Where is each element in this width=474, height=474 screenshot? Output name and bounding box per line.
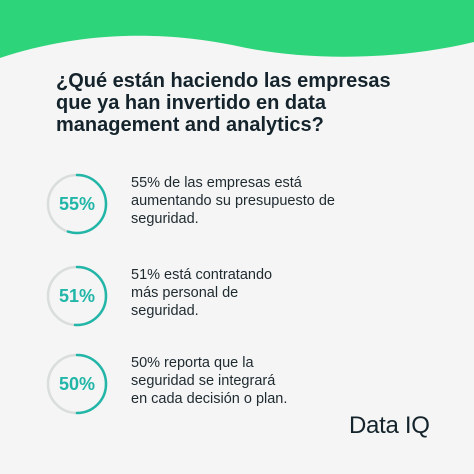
stat-description-line: seguridad. bbox=[131, 303, 199, 319]
stat-description-line: en cada decisión o plan. bbox=[131, 391, 288, 407]
headline: ¿Qué están haciendo las empresas que ya … bbox=[56, 70, 446, 136]
ring-progress-arc bbox=[46, 353, 108, 415]
stat-description: 51% está contratando más personal de seg… bbox=[131, 266, 421, 320]
stat-description-line: 51% está contratando bbox=[131, 267, 273, 283]
stat-value: 55% bbox=[58, 194, 96, 214]
headline-line: management and analytics? bbox=[56, 114, 324, 136]
stat-row-security-staff: 51% 51% está contratando más personal de… bbox=[45, 264, 445, 328]
stat-description-line: aumentando su presupuesto de bbox=[131, 193, 335, 209]
top-green-wave-banner bbox=[0, 0, 474, 58]
stat-description-line: seguridad. bbox=[131, 211, 199, 227]
ring-progress-arc bbox=[46, 173, 108, 235]
stat-description-line: más personal de bbox=[131, 285, 239, 301]
dataiq-logo: Data IQ bbox=[349, 412, 430, 439]
stat-progress-ring: 51% bbox=[45, 264, 109, 328]
stat-description: 55% de las empresas está aumentando su p… bbox=[131, 174, 421, 228]
stat-row-security-budget: 55% 55% de las empresas está aumentando … bbox=[45, 172, 445, 236]
stat-progress-ring: 50% bbox=[45, 352, 109, 416]
stat-progress-ring: 55% bbox=[45, 172, 109, 236]
stat-description: 50% reporta que la seguridad se integrar… bbox=[131, 354, 421, 408]
stat-description-line: 55% de las empresas está bbox=[131, 175, 302, 191]
stat-description-line: 50% reporta que la bbox=[131, 355, 254, 371]
ring-progress-arc bbox=[46, 265, 108, 327]
stat-value: 50% bbox=[58, 374, 96, 394]
headline-line: que ya han invertido en data bbox=[56, 92, 327, 114]
stat-row-security-integration: 50% 50% reporta que la seguridad se inte… bbox=[45, 352, 445, 416]
headline-line: ¿Qué están haciendo las empresas bbox=[56, 70, 391, 92]
stat-value: 51% bbox=[58, 286, 96, 306]
stat-description-line: seguridad se integrará bbox=[131, 373, 276, 389]
